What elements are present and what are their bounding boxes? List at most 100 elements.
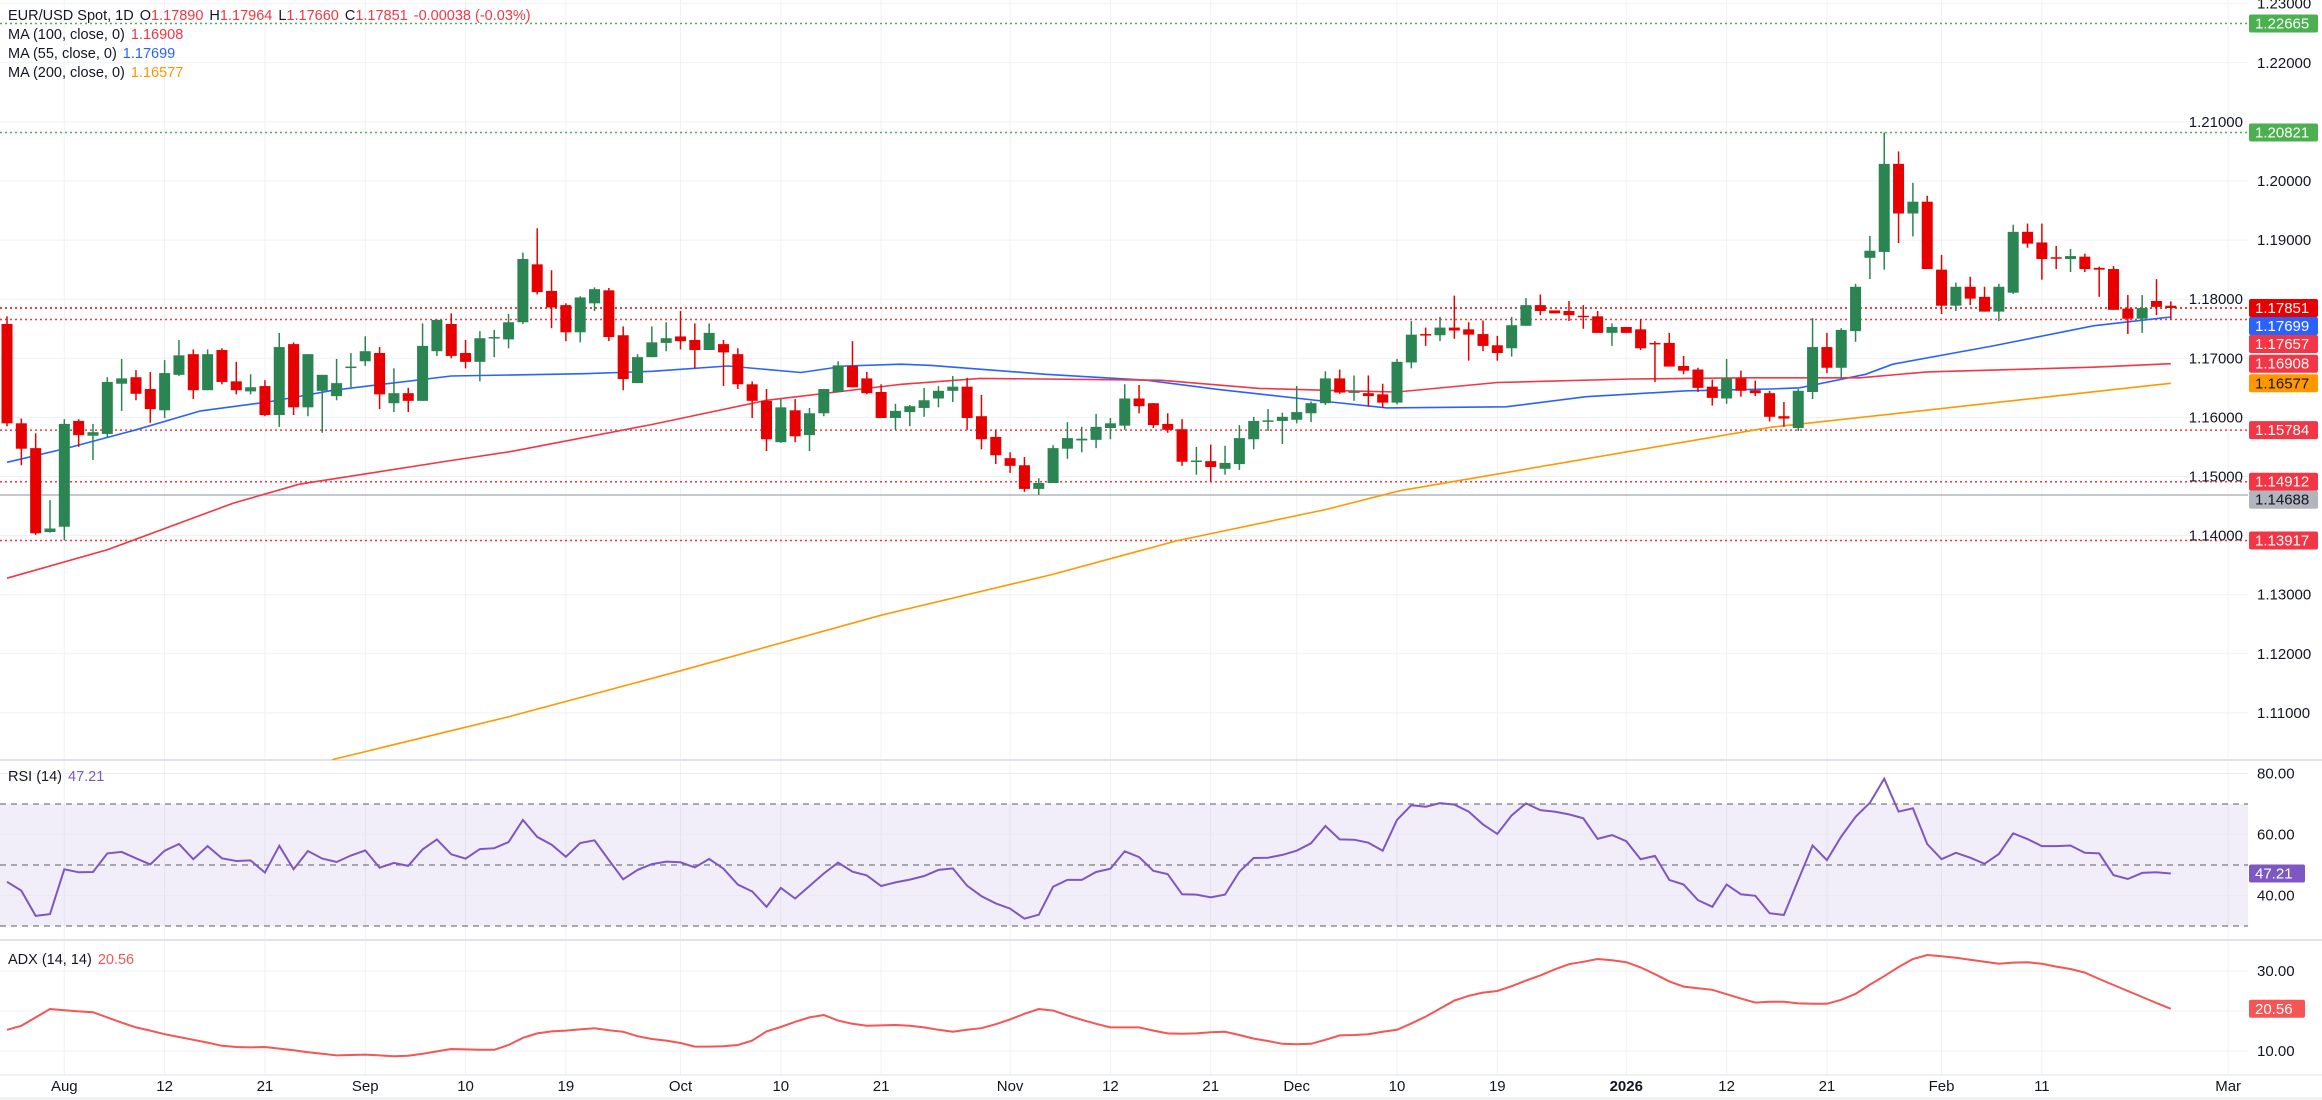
candle[interactable]	[1262, 409, 1274, 431]
candle[interactable]	[374, 347, 386, 410]
candle[interactable]	[302, 354, 314, 417]
candle[interactable]	[402, 387, 414, 413]
candle[interactable]	[1678, 355, 1690, 375]
candle[interactable]	[101, 377, 113, 438]
candle[interactable]	[1463, 322, 1475, 361]
ma200-legend[interactable]: MA (200, close, 0) 1.16577	[8, 65, 189, 81]
candle[interactable]	[1420, 327, 1432, 346]
candle[interactable]	[889, 403, 901, 430]
candle[interactable]	[718, 339, 729, 387]
candle[interactable]	[1233, 425, 1245, 470]
candle[interactable]	[1104, 417, 1116, 440]
candle[interactable]	[1434, 316, 1446, 342]
candle[interactable]	[861, 371, 873, 395]
candle[interactable]	[2050, 246, 2062, 270]
candle[interactable]	[488, 329, 500, 358]
candle[interactable]	[1721, 358, 1733, 404]
candle[interactable]	[1592, 311, 1604, 333]
symbol-title[interactable]: EUR/USD Spot, 1D	[8, 8, 134, 24]
candle[interactable]	[73, 419, 85, 447]
candle[interactable]	[990, 429, 1002, 465]
candle[interactable]	[1162, 413, 1174, 433]
candle[interactable]	[345, 352, 357, 388]
candle[interactable]	[1334, 369, 1346, 394]
candle[interactable]	[531, 228, 543, 295]
candle[interactable]	[2079, 253, 2091, 273]
candle[interactable]	[574, 296, 586, 343]
candle[interactable]	[216, 348, 228, 385]
candle[interactable]	[2136, 295, 2148, 333]
candle[interactable]	[431, 319, 443, 356]
candle[interactable]	[1248, 416, 1260, 450]
candle[interactable]	[1893, 151, 1905, 244]
candle[interactable]	[1491, 335, 1503, 361]
ma55-legend[interactable]: MA (55, close, 0) 1.17699	[8, 46, 181, 62]
candle[interactable]	[87, 423, 99, 460]
candle[interactable]	[417, 323, 429, 401]
candle[interactable]	[1778, 402, 1790, 427]
candle[interactable]	[904, 404, 916, 427]
candle[interactable]	[388, 368, 400, 413]
candle[interactable]	[1, 316, 13, 427]
candle[interactable]	[503, 313, 515, 349]
candle[interactable]	[1577, 305, 1589, 329]
candle[interactable]	[832, 361, 844, 392]
candle[interactable]	[1950, 282, 1962, 312]
rsi-legend[interactable]: RSI (14) 47.21	[8, 769, 110, 785]
candle[interactable]	[975, 394, 987, 450]
candle[interactable]	[202, 349, 214, 391]
candle[interactable]	[1907, 182, 1919, 237]
candle[interactable]	[803, 407, 815, 452]
candle[interactable]	[746, 381, 758, 418]
candle[interactable]	[918, 387, 930, 417]
candle[interactable]	[1520, 298, 1532, 326]
candle[interactable]	[1921, 195, 1933, 270]
candle[interactable]	[1649, 341, 1661, 382]
adx-legend[interactable]: ADX (14, 14) 20.56	[8, 952, 140, 968]
candle[interactable]	[245, 374, 257, 395]
candle[interactable]	[603, 287, 615, 342]
candle[interactable]	[1004, 452, 1016, 473]
candle[interactable]	[15, 418, 27, 466]
candle[interactable]	[689, 323, 701, 369]
candle[interactable]	[1936, 254, 1948, 314]
candle[interactable]	[259, 380, 271, 417]
candle[interactable]	[230, 361, 242, 395]
candle[interactable]	[660, 322, 672, 352]
candle[interactable]	[646, 326, 658, 358]
candle[interactable]	[1735, 370, 1747, 397]
candle[interactable]	[2065, 248, 2077, 273]
candle[interactable]	[1635, 319, 1647, 351]
candle[interactable]	[2151, 279, 2162, 316]
candle[interactable]	[546, 270, 558, 329]
candle[interactable]	[1377, 383, 1389, 408]
candle[interactable]	[1047, 445, 1059, 484]
candle[interactable]	[1276, 412, 1288, 444]
candle[interactable]	[1090, 413, 1102, 449]
candle[interactable]	[359, 336, 371, 366]
candle[interactable]	[2022, 223, 2034, 248]
candle[interactable]	[58, 419, 70, 541]
candle[interactable]	[1176, 419, 1188, 466]
candle[interactable]	[1979, 286, 1991, 312]
candle[interactable]	[173, 339, 185, 377]
candle[interactable]	[675, 311, 687, 350]
candle[interactable]	[961, 377, 973, 430]
candle[interactable]	[875, 384, 887, 418]
candle[interactable]	[1506, 316, 1518, 357]
candle[interactable]	[1864, 235, 1876, 280]
candle[interactable]	[1749, 380, 1761, 397]
candle[interactable]	[1448, 295, 1460, 339]
candle[interactable]	[1850, 283, 1862, 342]
candle[interactable]	[1663, 332, 1675, 367]
candle[interactable]	[2108, 266, 2120, 310]
candle[interactable]	[1807, 318, 1819, 400]
candle[interactable]	[1362, 375, 1374, 407]
candle[interactable]	[1692, 367, 1704, 392]
candle[interactable]	[1348, 375, 1360, 401]
candle[interactable]	[1291, 386, 1303, 424]
candle[interactable]	[1792, 389, 1804, 431]
candle[interactable]	[288, 342, 300, 416]
candle[interactable]	[560, 303, 572, 342]
candle[interactable]	[1477, 320, 1489, 352]
